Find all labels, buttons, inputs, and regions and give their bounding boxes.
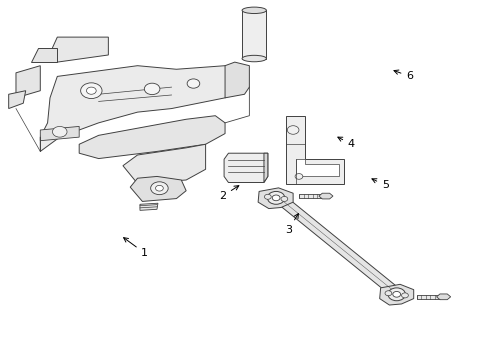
Polygon shape [40,126,79,141]
Polygon shape [285,116,344,184]
Circle shape [272,195,280,201]
Polygon shape [224,153,267,183]
Text: 6: 6 [393,70,412,81]
Circle shape [392,292,400,297]
Circle shape [287,126,298,134]
Polygon shape [224,62,249,98]
Circle shape [387,288,405,301]
Circle shape [86,87,96,94]
Polygon shape [140,203,158,210]
Polygon shape [295,158,339,176]
Circle shape [384,291,391,296]
Circle shape [155,185,163,191]
Circle shape [281,197,287,202]
Polygon shape [79,116,224,158]
Text: 4: 4 [337,137,354,149]
Polygon shape [130,176,186,202]
Text: 2: 2 [219,186,238,201]
Text: 3: 3 [284,213,298,235]
Polygon shape [379,284,413,305]
Circle shape [52,126,67,137]
Circle shape [150,182,168,195]
Circle shape [144,83,160,95]
Polygon shape [264,153,267,183]
Polygon shape [278,198,404,299]
Polygon shape [436,294,450,300]
Text: 1: 1 [123,238,148,258]
Polygon shape [16,66,40,98]
Polygon shape [318,193,332,199]
Polygon shape [416,295,439,298]
Circle shape [81,83,102,99]
Polygon shape [299,194,322,198]
Circle shape [294,174,302,179]
Text: 5: 5 [371,179,388,190]
Polygon shape [40,66,234,152]
Ellipse shape [242,7,266,14]
Ellipse shape [242,55,266,62]
Polygon shape [9,91,26,109]
Circle shape [187,79,200,88]
Polygon shape [52,37,108,62]
Polygon shape [242,10,266,59]
Polygon shape [30,48,57,62]
Polygon shape [122,144,205,184]
Circle shape [264,194,271,199]
Circle shape [267,192,285,204]
Polygon shape [258,188,292,208]
Circle shape [401,293,407,298]
